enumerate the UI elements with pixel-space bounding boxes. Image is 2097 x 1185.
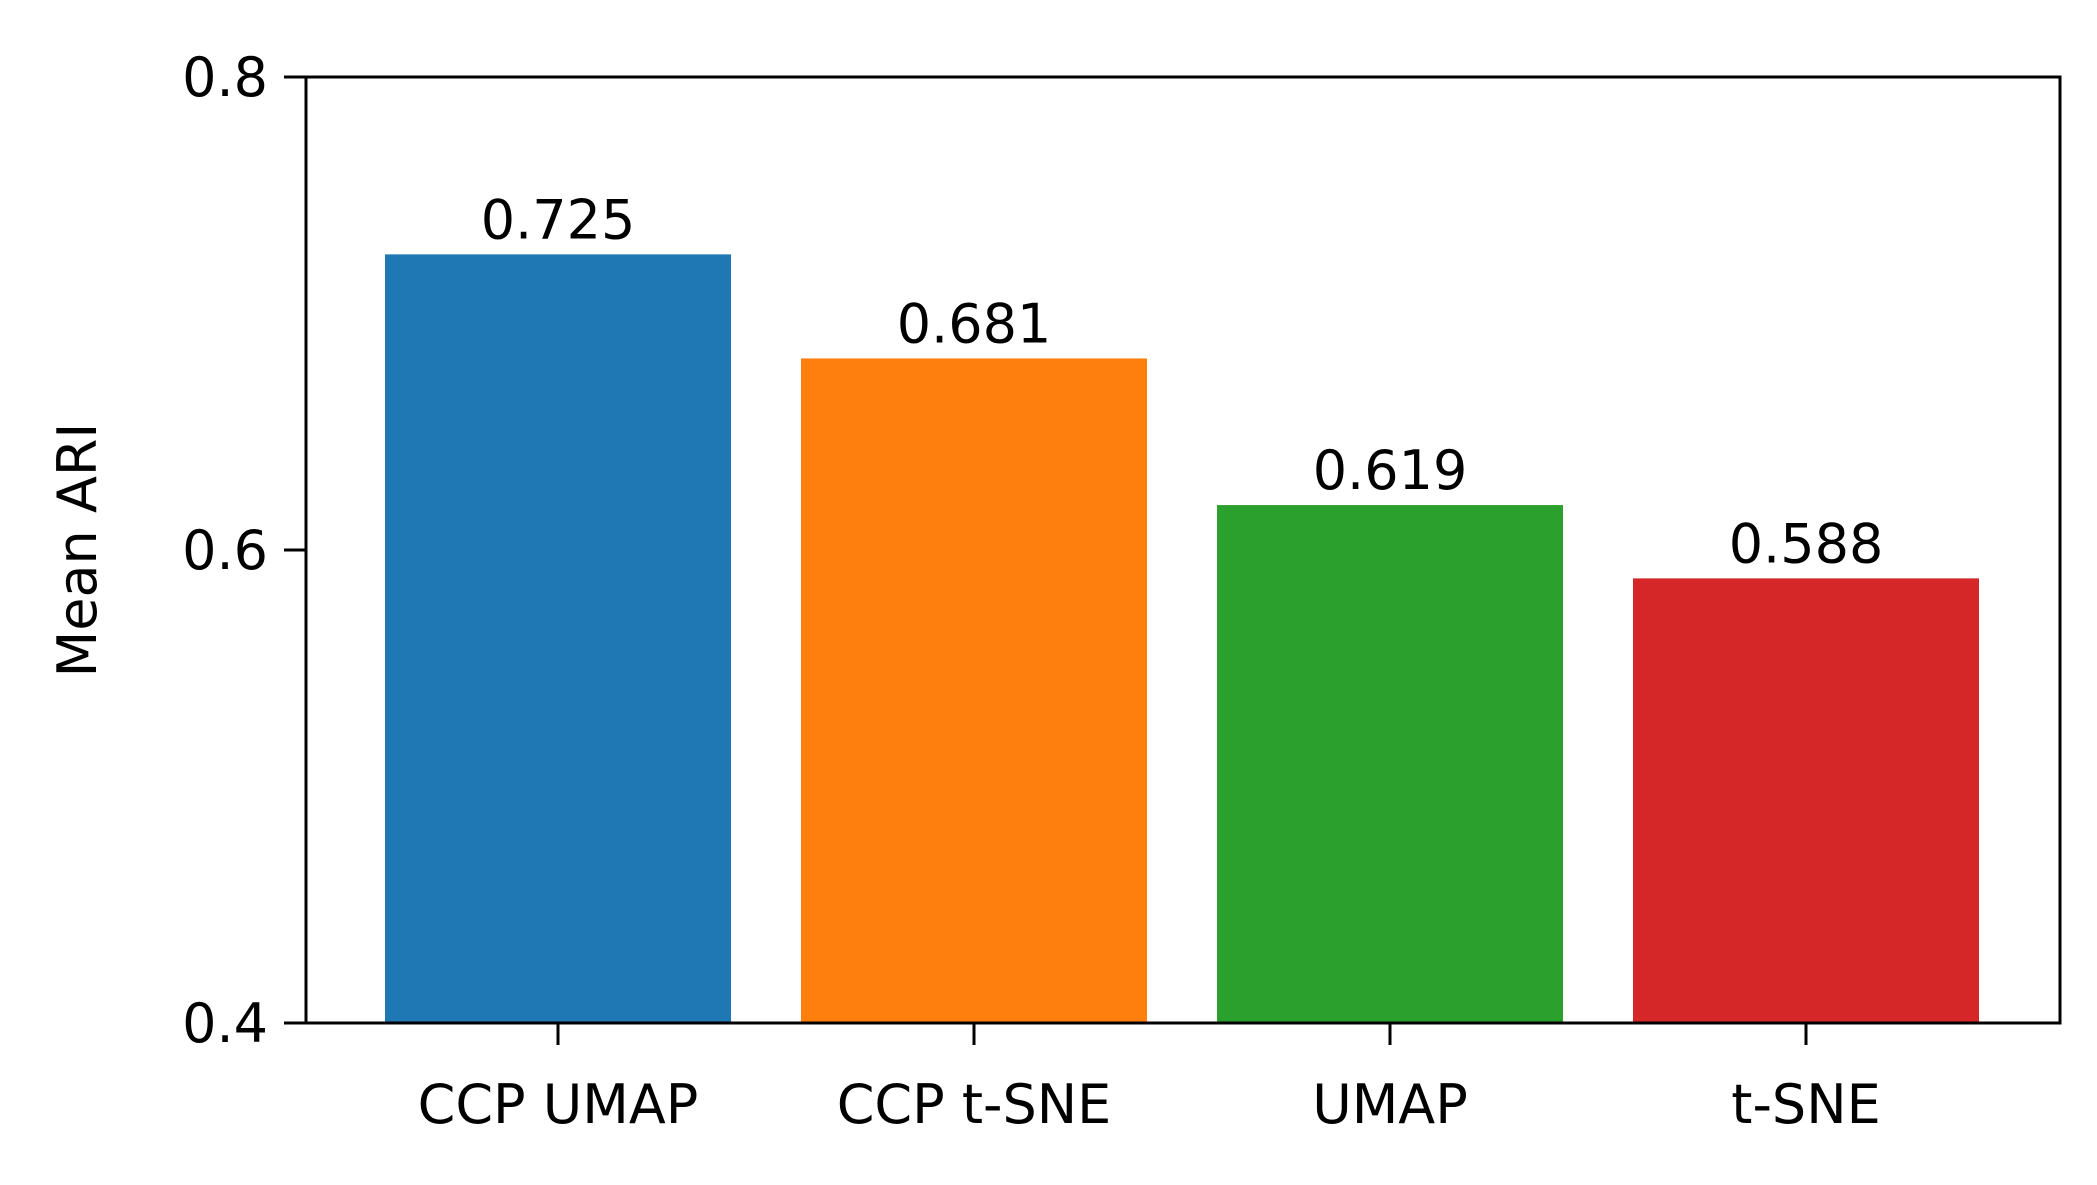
bar-value-label: 0.588: [1729, 512, 1884, 575]
x-tick-label: t-SNE: [1731, 1073, 1880, 1136]
y-axis-title: Mean ARI: [46, 423, 109, 678]
y-axis: 0.4 0.6 0.8: [182, 46, 306, 1055]
y-tick-label: 0.8: [182, 46, 268, 109]
bar-t-sne: [1633, 578, 1979, 1023]
bar-ccp-umap: [385, 254, 731, 1023]
x-tick-label: UMAP: [1312, 1073, 1468, 1136]
x-tick-label: CCP UMAP: [418, 1073, 699, 1136]
bar-value-label: 0.725: [481, 188, 636, 251]
bars-layer: [385, 254, 1979, 1023]
bar-ccp-t-sne: [801, 358, 1147, 1023]
y-tick-label: 0.6: [182, 519, 268, 582]
x-axis: CCP UMAP CCP t-SNE UMAP t-SNE: [418, 1023, 1881, 1136]
bar-value-label: 0.619: [1313, 439, 1468, 502]
x-tick-label: CCP t-SNE: [837, 1073, 1112, 1136]
bar-umap: [1217, 505, 1563, 1023]
bar-value-label: 0.681: [897, 292, 1052, 355]
y-tick-label: 0.4: [182, 992, 268, 1055]
bar-value-labels: 0.725 0.681 0.619 0.588: [481, 188, 1884, 575]
